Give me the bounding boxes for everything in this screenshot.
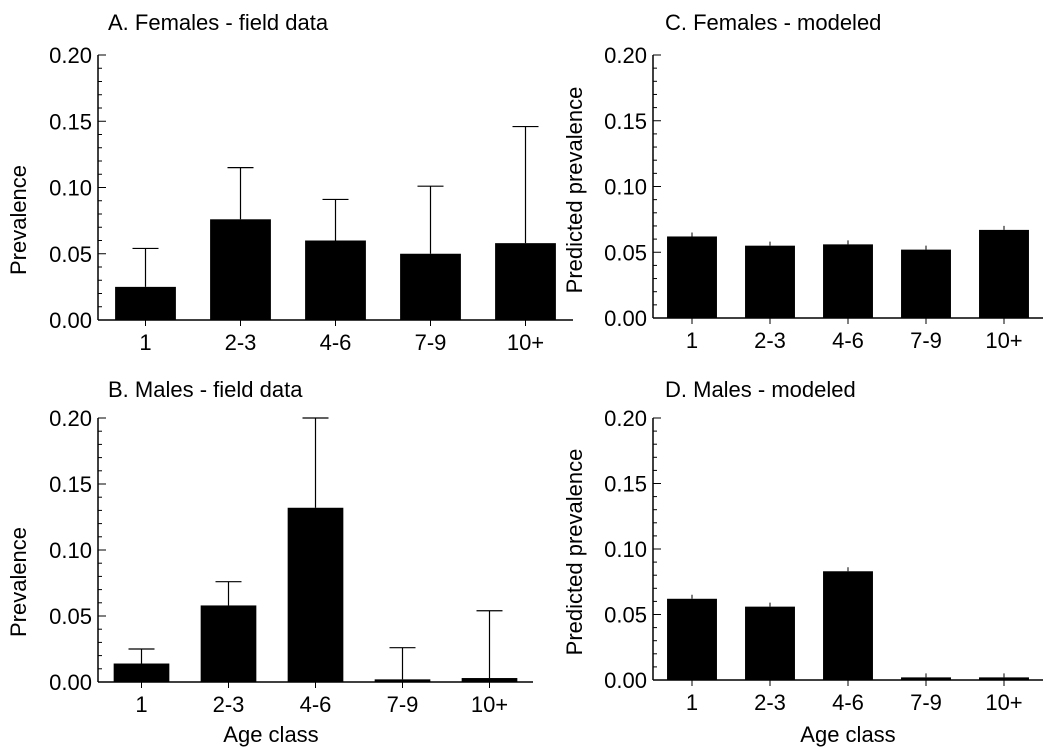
panel-c-ytick-label: 0.20	[604, 43, 647, 68]
panel-d-ytick-label: 0.05	[604, 603, 647, 628]
panel-c-xtick-label: 1	[686, 328, 698, 353]
panel-c-ytick-label: 0.15	[604, 109, 647, 134]
panel-c-xtick-label: 4-6	[832, 328, 864, 353]
panel-a: A. Females - field data Prevalence 0.000…	[6, 10, 573, 355]
panel-b-ytick-label: 0.20	[49, 406, 92, 431]
panel-b-ylabel: Prevalence	[6, 527, 31, 637]
panel-c-bar	[745, 245, 795, 318]
panel-c-plot: 0.00 0.05 0.10 0.15 0.20 1 2-3 4-6 7-9 10+	[604, 43, 1043, 353]
panel-d-xlabel: Age class	[800, 722, 895, 747]
panel-a-bar	[495, 243, 556, 320]
panel-d-xtick-label: 4-6	[832, 690, 864, 715]
panel-a-ytick-label: 0.00	[49, 308, 92, 333]
panel-a-xtick-label: 4-6	[320, 330, 352, 355]
panel-a-bar	[305, 240, 366, 320]
panel-a-ylabel: Prevalence	[6, 165, 31, 275]
panel-a-plot: 0.00 0.05 0.10 0.15 0.20 1 2-3 4-6 7-9 10+	[49, 43, 573, 355]
panel-c-ytick-label: 0.10	[604, 175, 647, 200]
panel-d-xtick-label: 7-9	[910, 690, 942, 715]
panel-a-ytick-label: 0.05	[49, 242, 92, 267]
panel-a-bar	[400, 253, 461, 320]
panel-c-bar	[979, 229, 1029, 318]
panel-a-ytick-label: 0.10	[49, 176, 92, 201]
panel-c-bar	[667, 236, 717, 318]
panel-c-xtick-label: 2-3	[754, 328, 786, 353]
panel-c-ylabel: Predicted prevalence	[562, 87, 587, 294]
panel-a-title: A. Females - field data	[108, 10, 329, 35]
panel-b-xtick-label: 7-9	[387, 692, 419, 717]
panel-b-xlabel: Age class	[223, 722, 318, 747]
panel-c-bar	[901, 249, 951, 318]
panel-d-xtick-label: 10+	[985, 690, 1022, 715]
panel-d-ytick-label: 0.00	[604, 668, 647, 693]
panel-d-bar	[823, 571, 873, 680]
panel-b-ytick-label: 0.00	[49, 670, 92, 695]
panel-c-bar	[823, 244, 873, 318]
panel-d: D. Males - modeled Predicted prevalence …	[562, 377, 1043, 747]
panel-c-ytick-label: 0.05	[604, 240, 647, 265]
panel-c: C. Females - modeled Predicted prevalenc…	[562, 10, 1043, 353]
panel-d-plot: 0.00 0.05 0.10 0.15 0.20 1 2-3 4-6 7-9 10+	[604, 406, 1043, 715]
panel-a-xtick-label: 10+	[507, 330, 544, 355]
panel-b-title: B. Males - field data	[108, 377, 303, 402]
panel-d-ytick-label: 0.15	[604, 472, 647, 497]
panel-a-xtick-label: 7-9	[415, 330, 447, 355]
panel-b-xtick-label: 2-3	[213, 692, 245, 717]
panel-b-bar	[374, 679, 431, 682]
panel-b-xtick-label: 4-6	[300, 692, 332, 717]
panel-c-ytick-label: 0.00	[604, 306, 647, 331]
panel-d-bar	[667, 598, 717, 680]
panel-b-xtick-label: 10+	[471, 692, 508, 717]
panel-d-bar	[745, 606, 795, 680]
panel-b-bar	[461, 678, 518, 682]
panel-b-xtick-label: 1	[135, 692, 147, 717]
panel-b-bar	[287, 507, 344, 682]
panel-c-xtick-label: 10+	[985, 328, 1022, 353]
panel-b-bar	[200, 605, 257, 682]
panel-a-bar	[115, 286, 176, 320]
panel-c-xtick-label: 7-9	[910, 328, 942, 353]
panel-d-title: D. Males - modeled	[665, 377, 856, 402]
panel-c-title: C. Females - modeled	[665, 10, 881, 35]
panel-a-xtick-label: 2-3	[225, 330, 257, 355]
panel-a-ytick-label: 0.20	[49, 43, 92, 68]
panel-b-ytick-label: 0.15	[49, 472, 92, 497]
panel-b-bar	[113, 663, 170, 682]
panel-d-xtick-label: 2-3	[754, 690, 786, 715]
panel-d-ylabel: Predicted prevalence	[562, 449, 587, 656]
panel-d-bar	[979, 677, 1029, 680]
panel-a-xtick-label: 1	[139, 330, 151, 355]
panel-d-xtick-label: 1	[686, 690, 698, 715]
panel-b-ytick-label: 0.10	[49, 538, 92, 563]
panel-b-ytick-label: 0.05	[49, 604, 92, 629]
panel-b: B. Males - field data Prevalence Age cla…	[6, 377, 533, 747]
panel-a-ytick-label: 0.15	[49, 109, 92, 134]
panel-b-plot: 0.00 0.05 0.10 0.15 0.20 1 2-3 4-6 7-9 10+	[49, 406, 533, 717]
panel-d-ytick-label: 0.10	[604, 537, 647, 562]
panel-a-bar	[210, 219, 271, 320]
panel-d-ytick-label: 0.20	[604, 406, 647, 431]
panel-d-bar	[901, 677, 951, 680]
